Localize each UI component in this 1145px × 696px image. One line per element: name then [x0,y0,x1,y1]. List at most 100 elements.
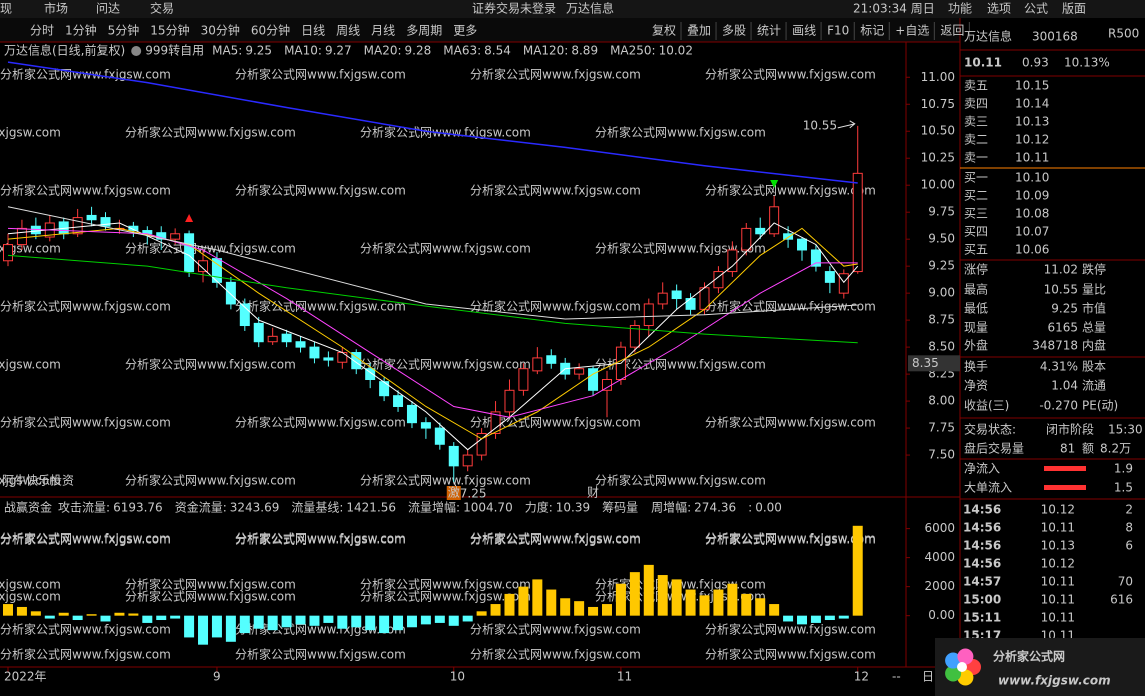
candle-body [309,346,320,359]
watermark: 分析家公式网www.fxjgsw.com [0,473,61,488]
menu-item[interactable]: 版面 [1062,2,1086,16]
event-marker: 财 [587,486,599,500]
tool-button[interactable]: 复权 [652,24,676,38]
menu-item[interactable]: 交易 [150,1,174,16]
y-tick-label: 10.00 [921,178,955,192]
watermark: 分析家公式网www.fxjgsw.com [0,589,61,604]
watermark: 分析家公式网www.fxjgsw.com [705,183,876,198]
watermark: 分析家公式网www.fxjgsw.com [595,473,766,488]
y-tick-label: 8.50 [928,340,955,354]
y-tick-label: 8.75 [928,313,955,327]
logo-petal [957,669,974,686]
candle-body [574,368,585,375]
tick-time: 14:57 [963,575,1001,589]
y-tick-label: 0.00 [928,608,955,622]
x-tick-label: 10 [450,670,465,684]
event-marker-bg [446,486,461,500]
tick-price: 10.11 [1041,611,1075,625]
menu-item[interactable]: 现 [0,2,12,16]
price-change: 0.93 [1022,56,1049,70]
flow-bar [699,595,710,616]
period-tab[interactable]: 月线 [371,24,395,38]
tick-volume: 70 [1118,575,1133,589]
candle-body [253,322,264,343]
flow-indicator [1044,485,1086,490]
flow-bar [490,604,501,616]
menu-item[interactable]: 问达 [96,2,120,16]
candle-body [741,227,752,251]
candle-body [769,206,780,235]
candle-body [281,333,292,343]
ask-price: 10.12 [1015,133,1049,147]
candle-body [532,357,543,372]
tool-button[interactable]: F10 [827,24,849,38]
menu-item[interactable]: 市场 [44,1,68,16]
flow-bar [657,575,668,616]
tool-button[interactable]: +自选 [895,24,929,38]
x-tick-label: 2022年 [4,670,47,684]
status-value: 15:30 [1108,423,1143,437]
tool-button[interactable]: 标记 [860,24,884,38]
period-tab[interactable]: 15分钟 [150,23,189,38]
status-value: 81 [1060,442,1075,456]
x-extra: -- [892,670,901,684]
tool-button[interactable]: 叠加 [687,24,711,38]
bid-label: 买三 [964,207,988,221]
period-tab[interactable]: 多周期 [406,24,442,38]
tool-button[interactable]: 统计 [757,24,781,38]
period-tab[interactable]: 日线 [301,24,325,38]
period-tab[interactable]: 1分钟 [65,23,97,38]
flow-bar [198,615,209,645]
menu-item[interactable]: 选项 [987,2,1011,16]
marker-arrow [185,214,194,222]
period-tab[interactable]: 60分钟 [251,23,290,38]
flow-bar [588,606,599,616]
period-tab[interactable]: 周线 [336,24,360,38]
flow-bar [156,615,167,621]
candle-body [838,273,849,294]
watermark: 分析家公式网www.fxjgsw.com [235,647,406,662]
watermark: 分析家公式网www.fxjgsw.com [705,622,876,637]
flow-value: 1.5 [1114,481,1133,495]
candle-body [406,404,417,424]
tool-button[interactable]: 画线 [792,24,816,38]
watermark: 分析家公式网www.fxjgsw.com [705,415,876,430]
indicator-name: 流量增幅: [408,500,460,515]
tick-time: 14:56 [963,503,1001,517]
flow-bar [58,612,69,616]
watermark: 分析家公式网www.fxjgsw.com [235,532,406,547]
ask-label: 卖五 [964,79,988,93]
tool-button[interactable]: 返回 [940,24,964,38]
y-tick-label: 4000 [924,550,955,564]
menu-item[interactable]: 功能 [948,2,972,16]
candle-body [156,232,167,240]
ma-line [7,61,858,184]
indicator-value: 274.36 [694,501,736,515]
period-tab[interactable]: 更多 [453,24,477,38]
menu-item[interactable]: 公式 [1024,2,1048,16]
x-extra: 日 [922,670,934,684]
stat-value: 348718 [1032,339,1078,353]
stock-code: 300168 [1032,30,1078,44]
tool-button[interactable]: 多股 [722,24,746,38]
flow-bar [323,615,334,623]
flow-bar [643,564,654,616]
candle-body [198,260,209,273]
flow-bar [713,589,724,616]
candle-body [225,281,236,305]
flow-bar [727,583,738,616]
period-tab[interactable]: 30分钟 [201,23,240,38]
logo-title: 分析家公式网 [993,649,1065,664]
watermark: 分析家公式网www.fxjgsw.com [705,299,876,314]
period-tab[interactable]: 分时 [30,24,54,38]
candle-body [546,355,557,364]
logo-url: www.fxjgsw.com [998,674,1111,688]
watermark: 分析家公式网www.fxjgsw.com [235,622,406,637]
candle-body [337,352,348,363]
legend-name: MA10: [284,44,322,58]
watermark: 分析家公式网www.fxjgsw.com [705,531,876,546]
period-tab[interactable]: 5分钟 [108,23,140,38]
tick-time: 14:56 [963,521,1001,535]
stat-label: 内盘 [1082,338,1106,353]
login-notice[interactable]: 证券交易未登录 [472,1,556,16]
